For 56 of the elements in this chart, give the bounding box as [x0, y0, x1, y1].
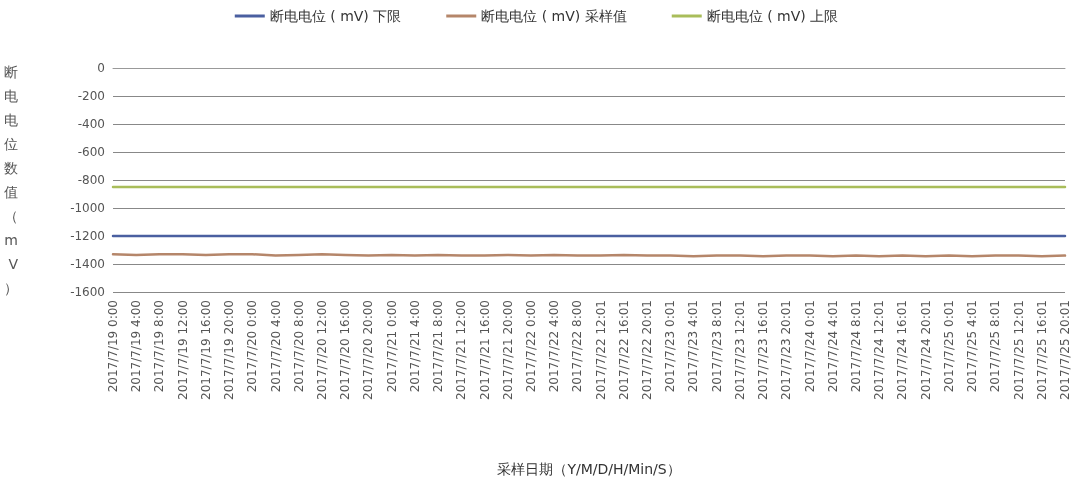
y-tick-label: -400 [77, 117, 105, 131]
x-tick-label: 2017/7/19 4:00 [129, 300, 144, 393]
x-tick-label: 2017/7/20 8:00 [291, 300, 306, 393]
x-tick-label: 2017/7/25 20:01 [1058, 300, 1072, 400]
x-tick-label: 2017/7/20 12:00 [314, 300, 329, 400]
x-tick-label: 2017/7/20 20:00 [361, 300, 376, 400]
y-tick-label: -800 [77, 173, 105, 187]
x-tick-label: 2017/7/22 0:00 [523, 300, 538, 393]
x-tick-label: 2017/7/24 12:01 [872, 300, 887, 400]
x-tick-label: 2017/7/25 12:01 [1011, 300, 1026, 400]
x-tick-label: 2017/7/22 8:00 [570, 300, 585, 393]
x-tick-label: 2017/7/22 12:01 [593, 300, 608, 400]
y-tick-label: -1600 [70, 285, 105, 299]
x-tick-label: 2017/7/19 12:00 [175, 300, 190, 400]
x-tick-label: 2017/7/25 8:01 [988, 300, 1003, 393]
x-tick-label: 2017/7/23 20:01 [779, 300, 794, 400]
x-tick-label: 2017/7/22 4:00 [547, 300, 562, 393]
x-tick-label: 2017/7/21 8:00 [431, 300, 446, 393]
x-tick-label: 2017/7/23 0:01 [663, 300, 678, 393]
x-tick-label: 2017/7/19 16:00 [198, 300, 213, 400]
x-tick-label: 2017/7/24 20:01 [918, 300, 933, 400]
x-tick-label: 2017/7/24 8:01 [849, 300, 864, 393]
x-tick-label: 2017/7/25 0:01 [941, 300, 956, 393]
legend-label: 断电电位 ( mV) 下限 [269, 8, 402, 24]
y-tick-label: -1400 [70, 257, 105, 271]
legend-label: 断电电位 ( mV) 上限 [706, 8, 839, 24]
y-tick-label: -1200 [70, 229, 105, 243]
x-tick-label: 2017/7/20 0:00 [245, 300, 260, 393]
x-tick-label: 2017/7/20 4:00 [268, 300, 283, 393]
x-tick-label: 2017/7/20 16:00 [338, 300, 353, 400]
x-tick-label: 2017/7/23 12:01 [732, 300, 747, 400]
x-tick-label: 2017/7/21 12:00 [454, 300, 469, 400]
x-tick-label: 2017/7/23 16:01 [756, 300, 771, 400]
x-tick-label: 2017/7/23 8:01 [709, 300, 724, 393]
x-tick-label: 2017/7/21 20:00 [500, 300, 515, 400]
x-tick-label: 2017/7/24 16:01 [895, 300, 910, 400]
x-tick-label: 2017/7/22 16:01 [616, 300, 631, 400]
y-tick-label: -200 [77, 89, 105, 103]
x-axis-title: 采样日期（Y/M/D/H/Min/S） [497, 461, 681, 477]
x-tick-label: 2017/7/24 0:01 [802, 300, 817, 393]
x-tick-label: 2017/7/21 4:00 [407, 300, 422, 393]
x-tick-label: 2017/7/19 0:00 [106, 300, 120, 393]
x-tick-label: 2017/7/25 4:01 [965, 300, 980, 393]
x-tick-label: 2017/7/21 0:00 [384, 300, 399, 393]
y-tick-label: 0 [97, 61, 105, 75]
text: 断电电位数值（mV） [4, 64, 18, 296]
y-tick-label: -1000 [70, 201, 105, 215]
x-tick-label: 2017/7/19 8:00 [152, 300, 167, 393]
legend-label: 断电电位 ( mV) 采样值 [481, 8, 627, 24]
y-tick-label: -600 [77, 145, 105, 159]
x-tick-label: 2017/7/24 4:01 [825, 300, 840, 393]
x-tick-label: 2017/7/23 4:01 [686, 300, 701, 393]
x-tick-label: 2017/7/21 16:00 [477, 300, 492, 400]
x-tick-label: 2017/7/25 16:01 [1034, 300, 1049, 400]
x-tick-label: 2017/7/22 20:01 [640, 300, 655, 400]
x-tick-label: 2017/7/19 20:00 [222, 300, 237, 400]
